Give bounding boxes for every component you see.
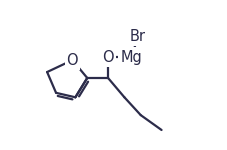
Text: O: O — [102, 50, 113, 65]
Text: Mg: Mg — [121, 50, 142, 65]
Text: O: O — [66, 53, 78, 68]
Text: Br: Br — [129, 29, 145, 44]
